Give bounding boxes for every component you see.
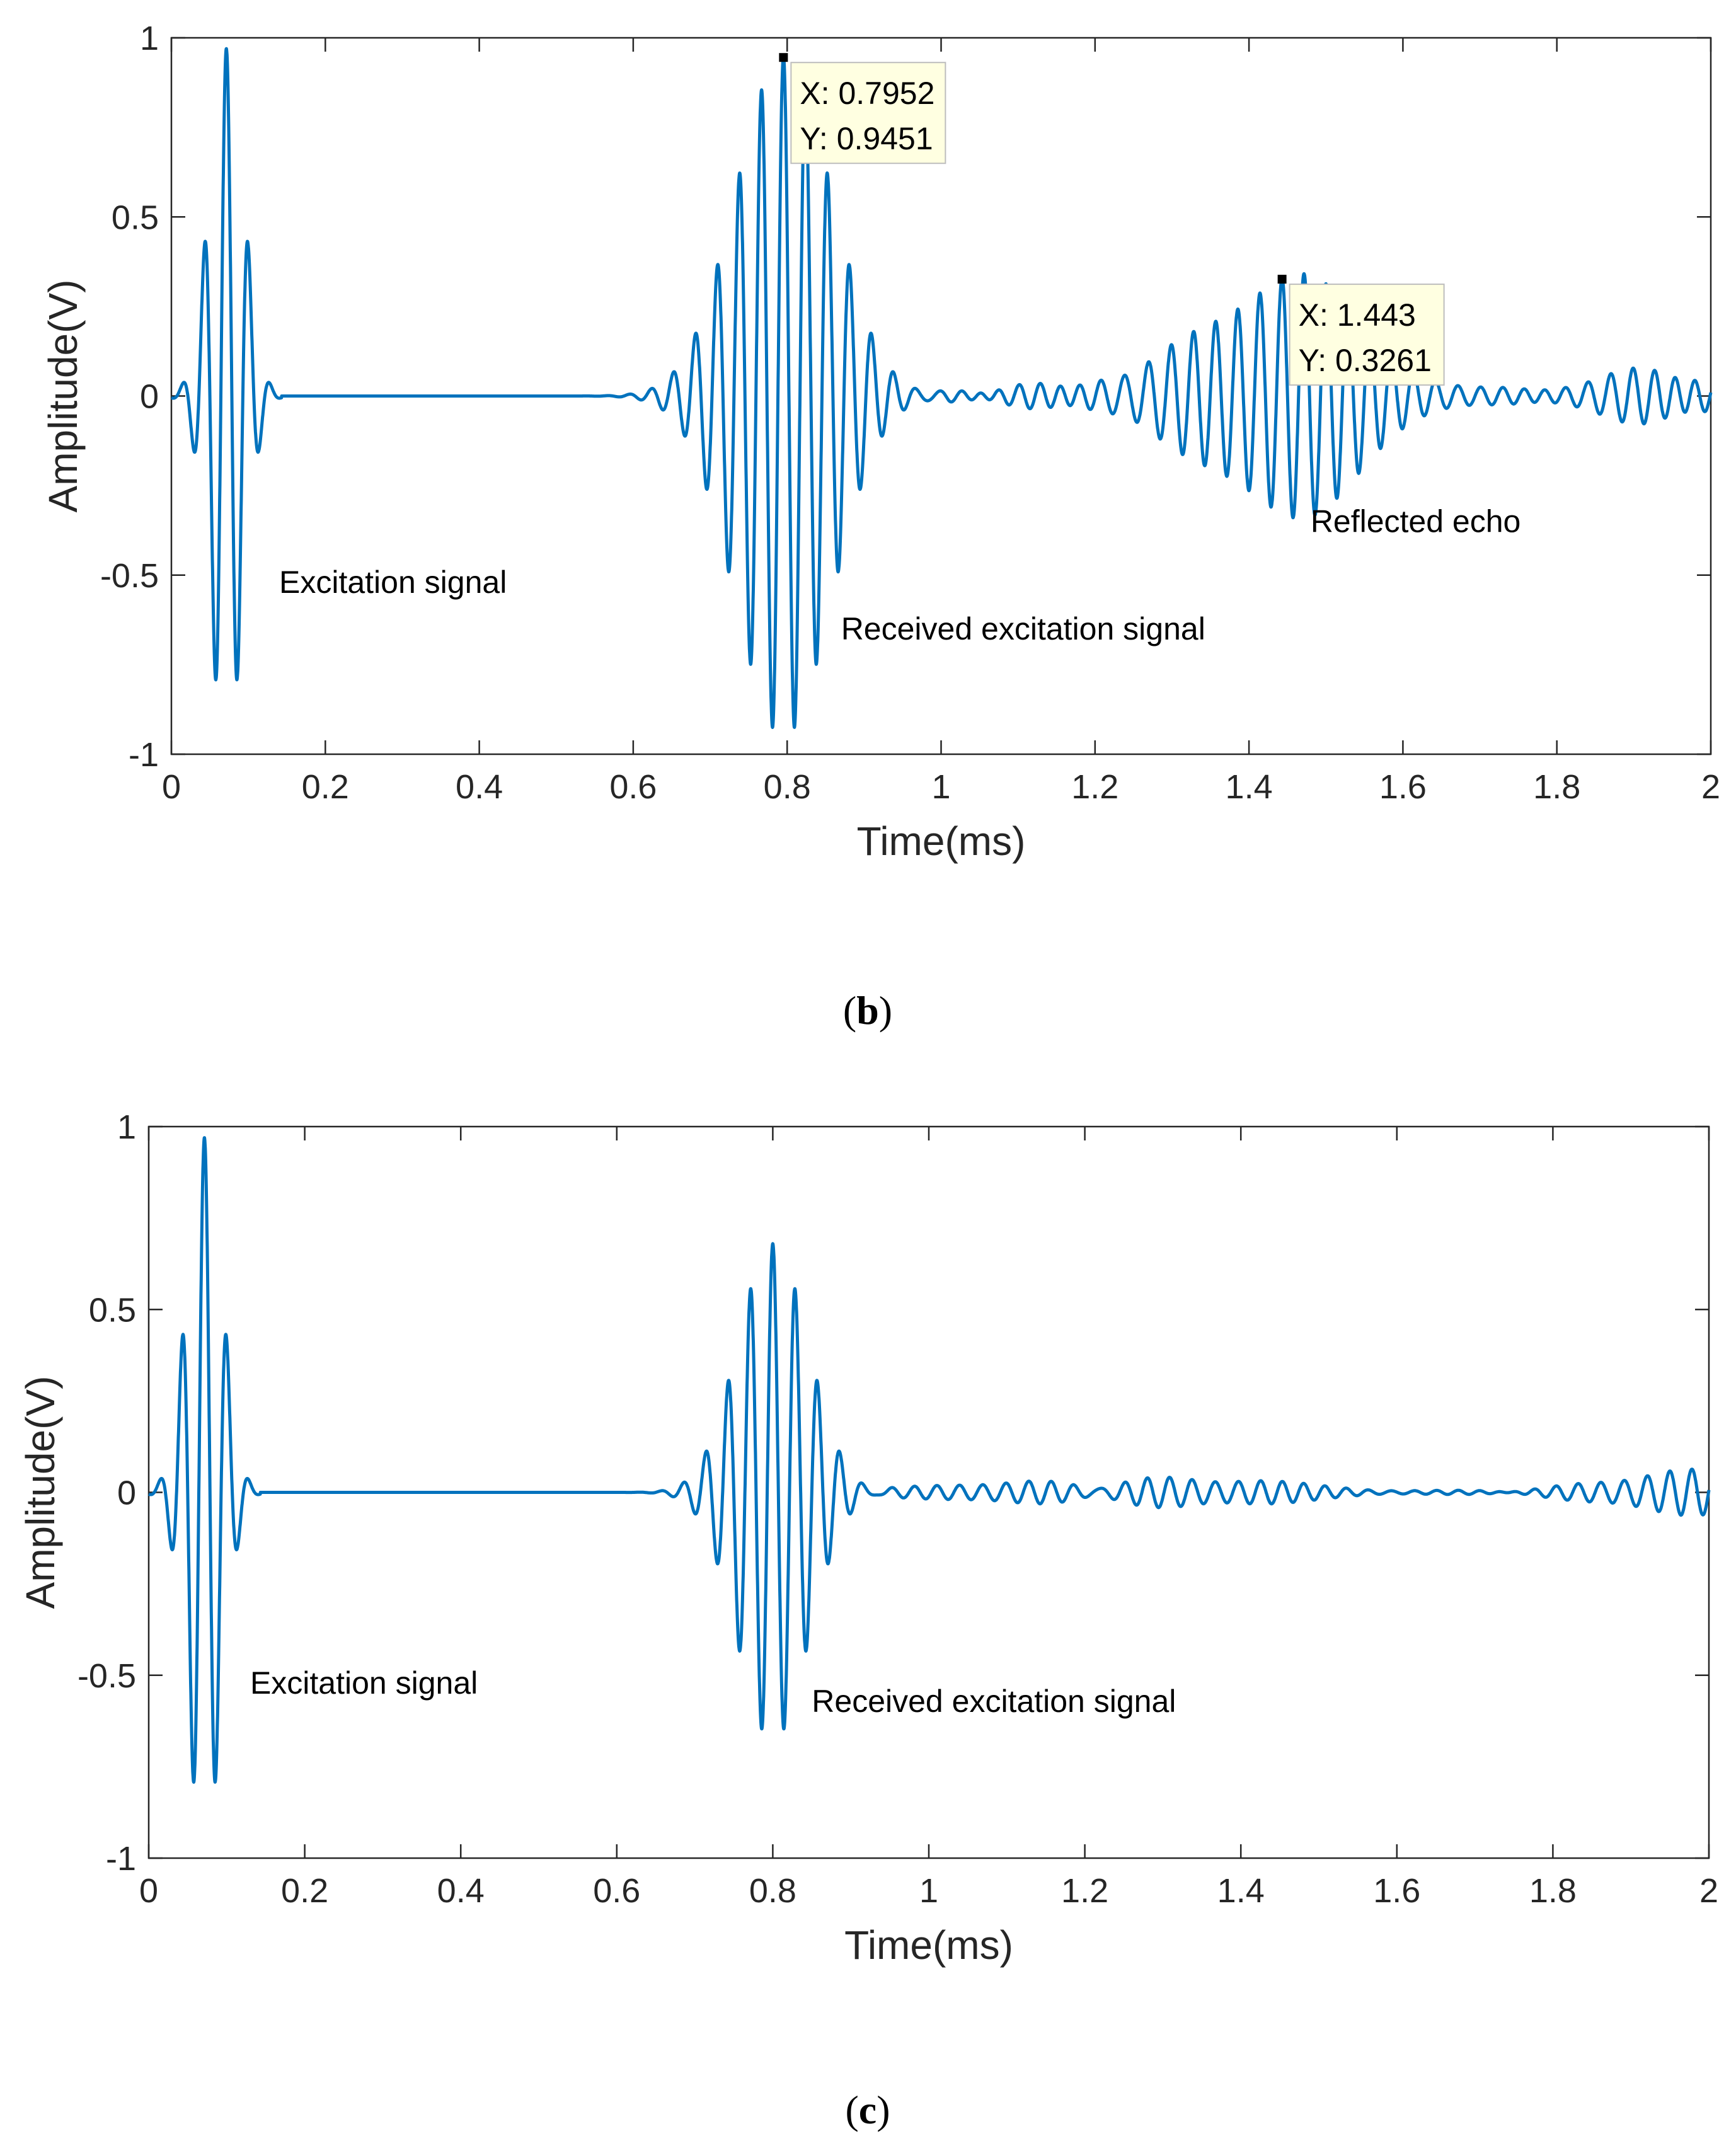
x-tick-label: 1.6	[1373, 1872, 1420, 1910]
annotation: Excitation signal	[279, 565, 507, 600]
x-tick-label: 0.2	[281, 1872, 328, 1910]
datatip-marker	[1277, 275, 1287, 284]
x-tick-label: 0.6	[609, 768, 657, 806]
annotation: Excitation signal	[250, 1665, 478, 1701]
chart-panel-c: 0 0.2 0.4 0.6 0.8 1 1.2 1.4 1.6 1.8 2 1 0.5 0 -0.5 -1 Ti…	[18, 1108, 1718, 1968]
x-tick-label: 0	[139, 1872, 158, 1910]
x-tick-label: 1.4	[1226, 768, 1273, 806]
datatip-x-text: X: 0.7952	[800, 76, 934, 111]
series-line-signal	[147, 1136, 1711, 1784]
x-tick-label: 1	[919, 1872, 938, 1910]
annotation: Received excitation signal	[812, 1684, 1176, 1719]
x-tick-label: 1	[931, 768, 950, 806]
datatip-y-text: Y: 0.9451	[800, 121, 933, 156]
x-tick-label: 1.8	[1533, 768, 1580, 806]
x-tick-label: 2	[1701, 768, 1720, 806]
datatip-box	[1289, 284, 1445, 386]
y-tick-label: -1	[129, 736, 159, 774]
x-tick-label: 1.6	[1379, 768, 1427, 806]
y-tick-label: -0.5	[100, 557, 159, 595]
y-tick-label: 0	[117, 1474, 136, 1512]
x-tick-label: 0.4	[437, 1872, 485, 1910]
y-tick-label: 1	[140, 20, 159, 57]
y-tick-label: 0	[140, 378, 159, 416]
y-axis-label: Amplitude(V)	[40, 280, 86, 513]
x-tick-label: 0.8	[749, 1872, 796, 1910]
x-tick-label: 0.8	[764, 768, 811, 806]
x-tick-label: 0.2	[302, 768, 349, 806]
y-tick-label: -1	[106, 1840, 136, 1878]
series-line-signal	[170, 47, 1713, 729]
y-tick-label: -0.5	[78, 1657, 136, 1695]
y-tick-label: 0.5	[112, 198, 159, 236]
datatip-box	[790, 62, 946, 164]
y-tick-label: 1	[117, 1108, 136, 1146]
datatip-x-text: X: 1.443	[1299, 297, 1416, 333]
y-tick-label: 0.5	[89, 1291, 136, 1329]
annotation: Received excitation signal	[841, 611, 1205, 646]
annotation: Reflected echo	[1311, 504, 1521, 539]
datatip-y-text: Y: 0.3261	[1299, 343, 1432, 378]
datatip-marker	[779, 53, 788, 62]
x-tick-label: 2	[1699, 1872, 1718, 1910]
x-tick-label: 0.4	[456, 768, 503, 806]
x-tick-label: 1.2	[1071, 768, 1118, 806]
x-axis-label: Time(ms)	[857, 818, 1026, 864]
panel-label-b: (b)	[843, 988, 892, 1033]
x-axis-label: Time(ms)	[844, 1922, 1013, 1968]
x-tick-label: 1.4	[1217, 1872, 1265, 1910]
x-tick-label: 1.2	[1061, 1872, 1108, 1910]
chart-panel-b: 0 0.2 0.4 0.6 0.8 1 1.2 1.4 1.6 1.8 2 1 0.5 0 -0.5 -1 Ti…	[40, 20, 1720, 864]
y-axis-label: Amplitude(V)	[18, 1376, 63, 1609]
panel-label-c: (c)	[845, 2087, 890, 2132]
x-tick-label: 1.8	[1529, 1872, 1577, 1910]
x-tick-label: 0	[162, 768, 181, 806]
x-tick-label: 0.6	[593, 1872, 640, 1910]
